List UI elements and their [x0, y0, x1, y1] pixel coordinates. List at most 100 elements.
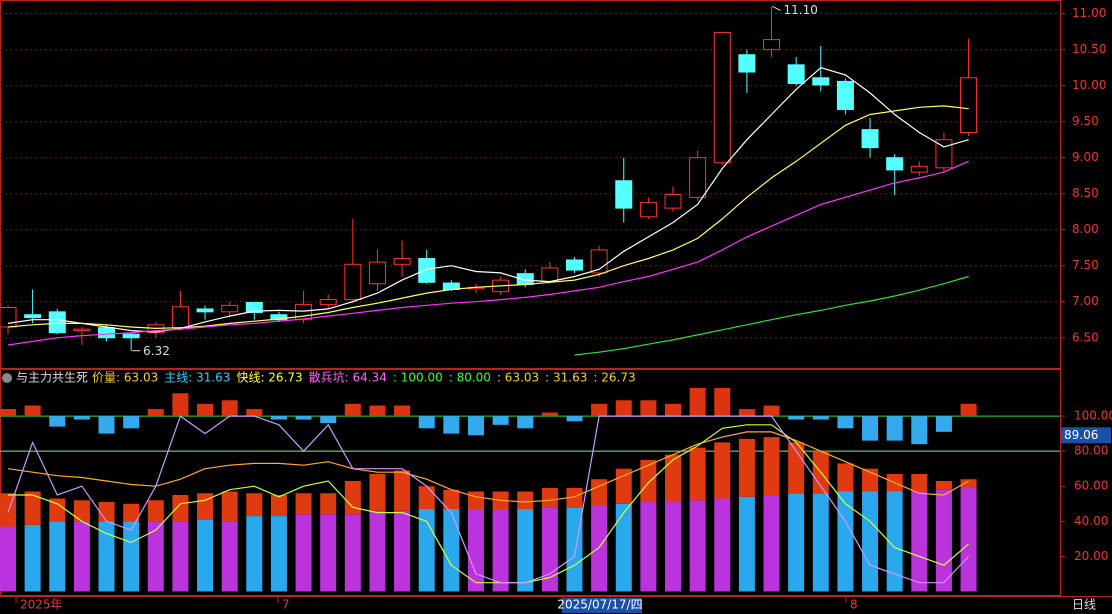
annotation: 11.10 [784, 3, 818, 17]
y-tick-label: 8.50 [1072, 186, 1099, 200]
strip-bar [862, 416, 879, 441]
indicator-line [8, 424, 969, 584]
legend-item: : 100.00 [393, 371, 443, 385]
base-bar [960, 487, 977, 592]
y-tick-label: 8.00 [1072, 222, 1099, 236]
y-tick-label: 40.00 [1074, 514, 1108, 528]
strip-bar [566, 416, 583, 422]
moving-average [7, 160, 969, 346]
x-tick-label: 7 [282, 598, 290, 612]
base-bar [98, 521, 115, 592]
base-bar [123, 521, 140, 592]
candle-body [122, 333, 140, 339]
strip-bar [24, 405, 41, 417]
strip-bar [788, 416, 805, 420]
upper-bar [295, 493, 312, 515]
strip-bar [418, 416, 435, 429]
base-bar [788, 493, 805, 592]
strip-bar [665, 403, 682, 417]
y-tick-label: 10.50 [1072, 42, 1106, 56]
upper-bar [270, 495, 287, 517]
candle-body [910, 165, 928, 173]
candle-body [221, 304, 239, 313]
base-bar [911, 491, 928, 592]
base-bar [615, 503, 632, 592]
candle-body [565, 259, 583, 271]
strip-bar [714, 388, 731, 417]
strip-bar [394, 405, 411, 417]
annotation: 6.32 [143, 344, 170, 358]
upper-bar [960, 479, 977, 488]
upper-bar [714, 442, 731, 499]
candle-body [319, 299, 337, 306]
candle-body [171, 306, 189, 329]
annotation-arrow [772, 6, 781, 11]
upper-bar [566, 487, 583, 508]
upper-bar [147, 500, 164, 522]
base-bar [467, 509, 484, 592]
upper-bar [246, 493, 263, 517]
base-bar [862, 491, 879, 592]
strip-bar [689, 388, 706, 417]
strip-bar [123, 416, 140, 429]
candle-body [196, 308, 214, 313]
y-tick-label: 9.00 [1072, 150, 1099, 164]
legend-item: : 80.00 [449, 371, 491, 385]
candle-body [812, 77, 830, 86]
base-bar [837, 491, 854, 592]
upper-bar [197, 493, 214, 520]
upper-bar [73, 500, 90, 522]
strip-bar [763, 405, 780, 417]
strip-bar [221, 400, 238, 417]
x-tick-label: 8 [850, 598, 858, 612]
strip-bar [320, 416, 337, 424]
strip-bar [640, 400, 657, 417]
y-tick-label: 10.00 [1072, 78, 1106, 92]
candle-body [639, 201, 657, 218]
y-tick-label: 7.00 [1072, 294, 1099, 308]
upper-bar [24, 491, 41, 525]
base-bar [197, 519, 214, 592]
base-bar [443, 509, 460, 592]
base-bar [24, 524, 41, 592]
candle-body [713, 31, 731, 164]
y-tick-label: 9.50 [1072, 114, 1099, 128]
upper-bar [467, 491, 484, 510]
strip-bar [517, 416, 534, 429]
candle-body [418, 258, 436, 283]
upper-bar [788, 442, 805, 494]
strip-bar [837, 416, 854, 429]
indicator-frame [0, 369, 1061, 596]
candle-body [98, 327, 116, 339]
collapse-icon[interactable] [2, 373, 12, 383]
legend-item: : 26.73 [593, 371, 635, 385]
upper-bar [172, 495, 189, 522]
indicator-line [7, 431, 969, 503]
strip-bar [369, 405, 386, 417]
strip-bar [270, 416, 287, 420]
x-tick-label: 2025/07/17/四 [557, 598, 642, 612]
candle-body [935, 139, 953, 169]
base-bar [147, 521, 164, 592]
base-bar [566, 507, 583, 592]
value-marker-label: 89.06 [1064, 428, 1098, 442]
base-bar [665, 502, 682, 592]
upper-bar [221, 491, 238, 522]
y-tick-label: 100.00 [1074, 409, 1112, 423]
upper-bar [935, 480, 952, 490]
candle-body [245, 301, 263, 314]
upper-bar [517, 491, 534, 510]
strip-bar [467, 416, 484, 436]
base-bar [517, 509, 534, 592]
base-bar [738, 496, 755, 592]
base-bar [0, 526, 16, 592]
strip-bar [0, 409, 16, 417]
upper-bar [911, 473, 928, 492]
base-bar [270, 516, 287, 592]
base-bar [295, 514, 312, 592]
legend-item: : 31.63 [545, 371, 587, 385]
y-tick-label: 80.00 [1074, 444, 1108, 458]
upper-bar [443, 489, 460, 510]
y-tick-label: 6.50 [1072, 330, 1099, 344]
base-bar [886, 491, 903, 592]
